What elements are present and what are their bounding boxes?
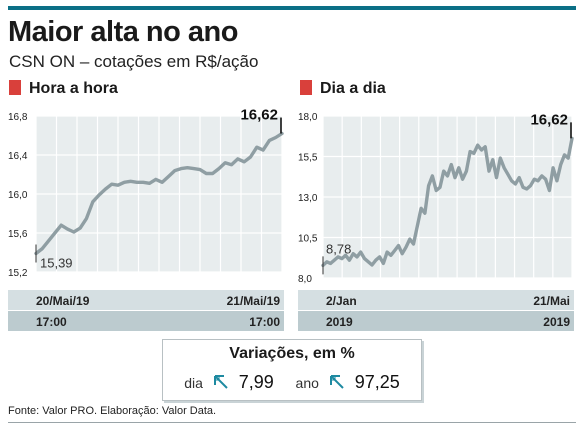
x-axis-band-top xyxy=(8,290,284,310)
arrow-up-left-icon xyxy=(329,375,344,389)
y-tick-label: 16,0 xyxy=(8,190,28,201)
variations-row: dia 7,99 ano 97,25 xyxy=(163,372,421,393)
x-axis-band-top xyxy=(298,290,574,310)
page-subtitle: CSN ON – cotações em R$/ação xyxy=(9,52,259,71)
top-accent-rule xyxy=(8,6,576,10)
chart-panel-1 xyxy=(298,115,574,331)
y-tick-label: 15,6 xyxy=(8,229,28,240)
y-tick-label: 15,2 xyxy=(8,268,28,279)
end-value-label: 16,62 xyxy=(530,111,568,128)
panel-heading-hourly: Hora a hora xyxy=(9,80,118,98)
x-tick-label-start: 20/Mai/19 xyxy=(36,294,90,308)
marker-square xyxy=(9,80,21,95)
page-title: Maior alta no ano xyxy=(8,16,238,48)
x-subtick-label-end: 17:00 xyxy=(249,315,280,329)
x-tick-label-end: 21/Mai/19 xyxy=(227,294,281,308)
x-subtick-label-start: 17:00 xyxy=(36,315,67,329)
variations-box: Variações, em % dia 7,99 ano 97,25 xyxy=(162,339,422,401)
x-tick-label-start: 2/Jan xyxy=(326,294,357,308)
start-value-label: 8,78 xyxy=(326,241,351,256)
y-tick-label: 8,0 xyxy=(298,274,312,285)
marker-square xyxy=(300,80,312,95)
chart-panel-0 xyxy=(8,115,284,331)
year-value: 97,25 xyxy=(354,372,400,392)
day-value: 7,99 xyxy=(238,372,274,392)
source-note: Fonte: Valor PRO. Elaboração: Valor Data… xyxy=(8,405,217,417)
panel-heading-label: Hora a hora xyxy=(29,80,118,97)
x-tick-label-end: 21/Mai xyxy=(533,294,570,308)
y-tick-label: 15,5 xyxy=(298,153,318,164)
x-axis-band-bottom xyxy=(8,311,284,331)
start-value-label: 15,39 xyxy=(40,255,73,270)
panel-heading-label: Dia a dia xyxy=(320,80,386,97)
y-tick-label: 18,0 xyxy=(298,112,318,123)
series-line xyxy=(34,131,284,256)
y-tick-label: 10,5 xyxy=(298,234,318,245)
day-label: dia xyxy=(184,375,203,391)
x-subtick-label-end: 2019 xyxy=(543,315,570,329)
variations-title: Variações, em % xyxy=(229,345,355,362)
end-value-label: 16,62 xyxy=(240,107,278,124)
x-subtick-label-start: 2019 xyxy=(326,315,353,329)
bottom-rule xyxy=(8,422,576,423)
x-axis-band-bottom xyxy=(298,311,574,331)
panel-heading-daily: Dia a dia xyxy=(300,80,386,98)
series-line xyxy=(321,136,574,268)
y-tick-label: 13,0 xyxy=(298,193,318,204)
y-tick-label: 16,4 xyxy=(8,151,28,162)
year-label: ano xyxy=(295,375,319,391)
y-tick-label: 16,8 xyxy=(8,112,28,123)
arrow-up-left-icon xyxy=(213,375,228,389)
